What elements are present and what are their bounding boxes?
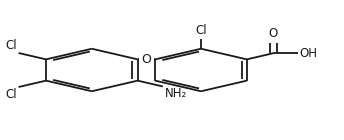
Text: O: O bbox=[269, 27, 278, 40]
Text: Cl: Cl bbox=[5, 88, 17, 101]
Text: NH₂: NH₂ bbox=[164, 87, 187, 100]
Text: OH: OH bbox=[300, 47, 318, 60]
Text: Cl: Cl bbox=[5, 39, 17, 52]
Text: O: O bbox=[141, 53, 151, 66]
Text: Cl: Cl bbox=[195, 24, 207, 37]
